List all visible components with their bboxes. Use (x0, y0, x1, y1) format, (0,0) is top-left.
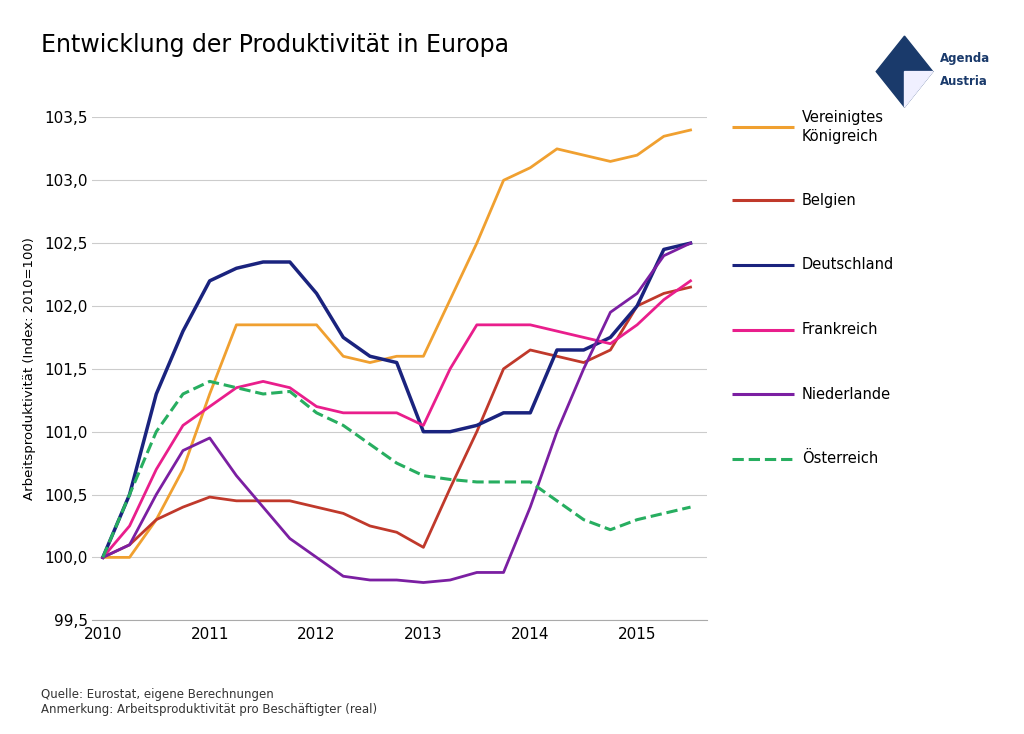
Text: Belgien: Belgien (802, 193, 856, 208)
Text: Niederlande: Niederlande (802, 387, 891, 401)
Text: Austria: Austria (940, 75, 988, 88)
Polygon shape (877, 36, 933, 107)
Text: Vereinigtes
Königreich: Vereinigtes Königreich (802, 110, 884, 144)
Y-axis label: Arbeitsproduktivität (Index: 2010=100): Arbeitsproduktivität (Index: 2010=100) (24, 237, 36, 501)
Text: Deutschland: Deutschland (802, 258, 894, 272)
Text: Quelle: Eurostat, eigene Berechnungen
Anmerkung: Arbeitsproduktivität pro Beschä: Quelle: Eurostat, eigene Berechnungen An… (41, 688, 377, 716)
Text: Österreich: Österreich (802, 451, 878, 466)
Text: Agenda: Agenda (940, 52, 990, 65)
Polygon shape (904, 72, 933, 107)
Text: Entwicklung der Produktivität in Europa: Entwicklung der Produktivität in Europa (41, 33, 509, 57)
Text: Frankreich: Frankreich (802, 322, 879, 337)
